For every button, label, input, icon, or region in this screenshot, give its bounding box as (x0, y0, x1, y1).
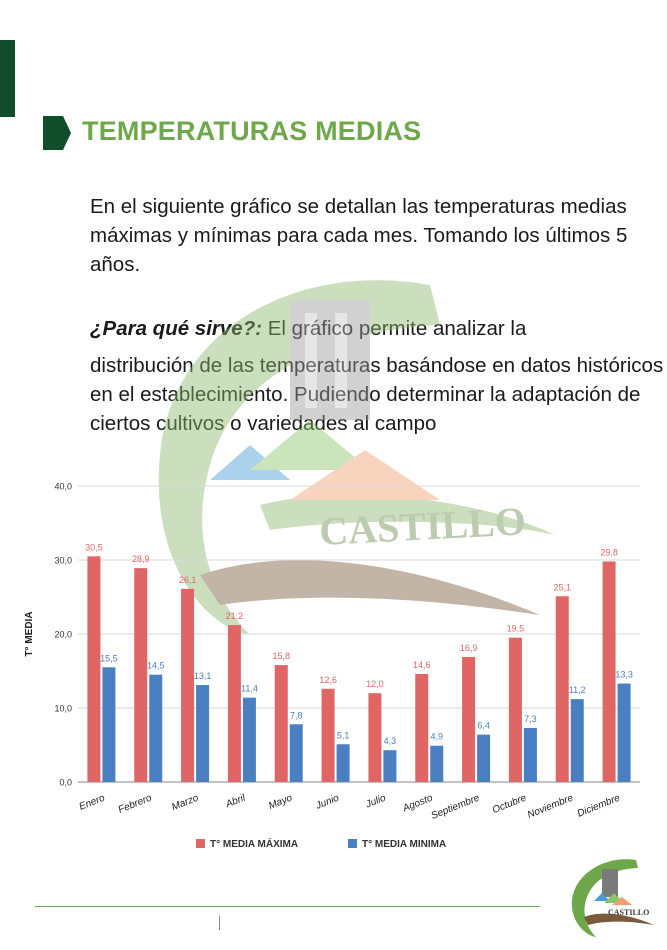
y-tick-label: 20,0 (54, 630, 72, 640)
bar-max (415, 673, 429, 782)
data-label-min: 7,8 (290, 710, 303, 720)
bar-min (149, 674, 163, 782)
bar-max (87, 556, 101, 782)
x-tick-label: Mayo (267, 792, 294, 812)
bar-max (321, 688, 335, 782)
bar-min (336, 744, 350, 782)
bar-max (508, 637, 522, 782)
y-tick-label: 30,0 (54, 556, 72, 566)
bar-min (196, 685, 210, 782)
data-label-max: 21,2 (226, 611, 244, 621)
purpose-text-2: distribución de las temperaturas basándo… (90, 354, 664, 435)
x-tick-label: Enero (78, 792, 107, 812)
data-label-max: 30,5 (85, 542, 103, 552)
purpose-paragraph: ¿Para qué sirve?: El gráfico permite ana… (90, 314, 665, 438)
castillo-watermark-logo: CASTILLO (158, 280, 555, 635)
legend-swatch-min (348, 839, 357, 848)
title-marker-icon (43, 116, 71, 150)
y-axis-label: T° MEDIA (24, 611, 35, 656)
intro-paragraph: En el siguiente gráfico se detallan las … (90, 195, 628, 276)
legend-label-min: T° MEDIA MINIMA (362, 839, 446, 850)
data-label-min: 14,5 (147, 661, 165, 671)
data-label-min: 7,3 (524, 714, 537, 724)
y-tick-label: 0,0 (59, 778, 72, 788)
x-tick-label: Junio (313, 792, 341, 812)
footer-divider (35, 906, 540, 907)
bar-min (289, 724, 303, 782)
x-tick-label: Septiembre (430, 792, 482, 822)
bar-max (555, 596, 569, 782)
x-tick-label: Marzo (170, 792, 200, 813)
legend-swatch-max (196, 839, 205, 848)
y-tick-label: 10,0 (54, 704, 72, 714)
bar-min (430, 745, 444, 782)
edge-accent-bar (0, 40, 15, 117)
x-tick-label: Febrero (117, 792, 154, 815)
page-title: TEMPERATURAS MEDIAS (82, 116, 422, 146)
bar-max (274, 665, 288, 782)
data-label-max: 25,1 (553, 582, 571, 592)
logo-text: CASTILLO (608, 908, 649, 917)
data-label-max: 14,6 (413, 660, 431, 670)
bar-max (227, 625, 241, 782)
data-label-min: 11,2 (569, 685, 586, 695)
purpose-question: ¿Para qué sirve?: (90, 317, 263, 340)
data-label-max: 28,9 (132, 554, 150, 564)
data-label-min: 13,3 (615, 670, 633, 680)
y-tick-label: 40,0 (54, 482, 72, 492)
data-label-max: 12,6 (319, 675, 337, 685)
data-label-max: 15,8 (272, 651, 290, 661)
bar-min (383, 750, 397, 782)
bar-max (181, 588, 195, 782)
data-label-min: 11,4 (241, 684, 258, 694)
data-label-min: 15,5 (100, 653, 118, 663)
castillo-logo: CASTILLO (571, 859, 654, 937)
x-tick-label: Noviembre (526, 792, 575, 820)
footer-page-mark (219, 916, 220, 930)
data-label-max: 12,0 (366, 679, 384, 689)
data-label-min: 5,1 (337, 730, 350, 740)
data-label-min: 4,9 (430, 732, 443, 742)
legend-label-max: T° MEDIA MÁXIMA (210, 837, 298, 850)
bar-min (102, 667, 116, 782)
data-label-max: 29,8 (600, 547, 618, 557)
data-label-max: 19,5 (507, 624, 525, 634)
x-tick-label: Octubre (491, 792, 529, 816)
data-label-max: 26,1 (179, 575, 197, 585)
x-tick-label: Abril (223, 792, 247, 810)
bar-min (617, 683, 631, 782)
watermark-text: CASTILLO (318, 498, 527, 554)
temperature-bar-chart: 0,0 10,0 20,0 30,0 40,0 T° MEDIA 30,5 15,5 Enero… (24, 482, 640, 850)
bar-max (368, 693, 382, 782)
data-label-min: 13,1 (194, 671, 212, 681)
bar-max (602, 561, 616, 782)
bar-min (523, 727, 537, 782)
purpose-first-line: ¿Para qué sirve?: El gráfico permite ana… (90, 314, 665, 343)
data-label-min: 4,3 (384, 736, 397, 746)
data-label-min: 6,4 (477, 721, 490, 731)
bar-max (462, 656, 476, 782)
bar-min (477, 734, 491, 782)
x-tick-label: Diciembre (576, 792, 622, 819)
bar-min (570, 699, 584, 782)
purpose-text-1: El gráfico permite analizar la (268, 317, 527, 340)
x-tick-label: Julio (363, 792, 388, 810)
bar-max (134, 568, 148, 782)
bar-min (242, 697, 256, 782)
data-label-max: 16,9 (460, 643, 478, 653)
